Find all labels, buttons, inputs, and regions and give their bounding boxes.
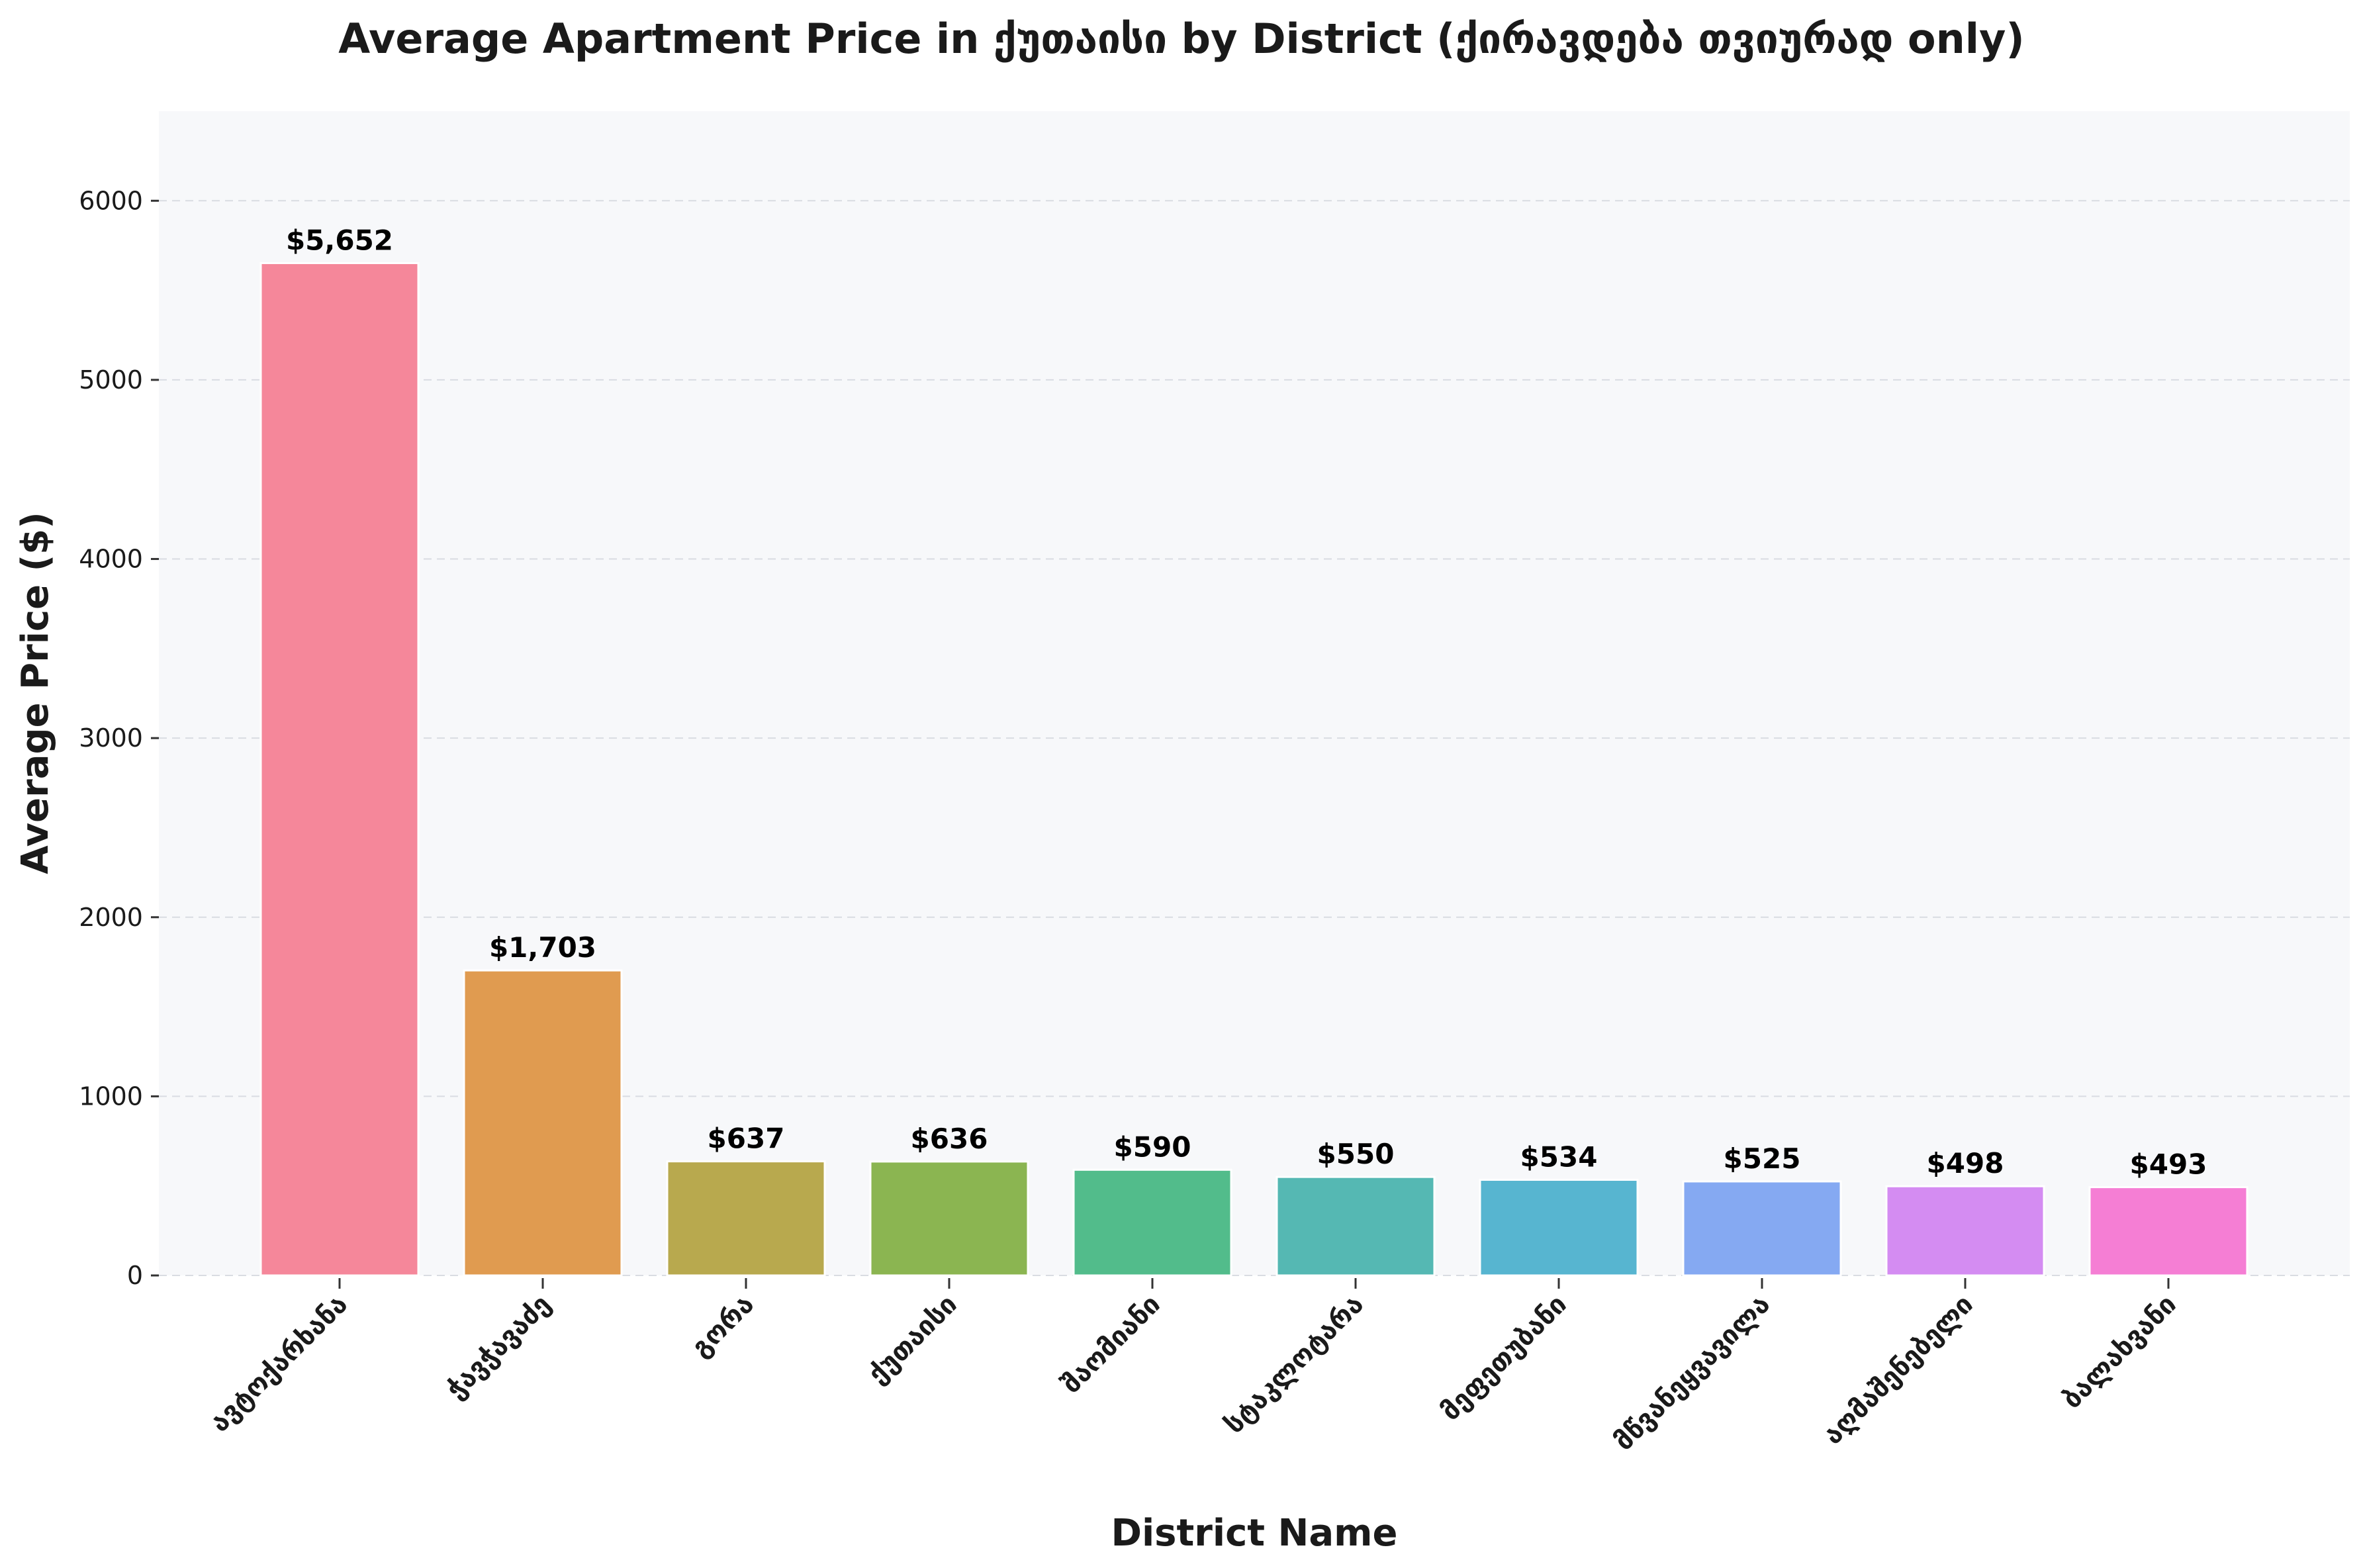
value-label: $498 [1927,1147,2004,1179]
y-tick-label: 5000 [79,365,143,394]
y-axis-label: Average Price ($) [14,512,57,874]
x-tick-label: შაომიანი [1056,1289,1167,1400]
value-label: $5,652 [286,224,393,256]
x-tick-label: აღმაშენებელი [1818,1289,1979,1451]
y-tick-label: 0 [127,1261,143,1290]
x-tick-label: ჭავჭავაძე [441,1289,557,1405]
y-tick-label: 6000 [79,186,143,215]
bar [463,969,623,1277]
y-axis: 0 1000 2000 3000 4000 5000 6000 [79,186,159,1290]
bar [1682,1180,1842,1277]
bar [2088,1186,2248,1277]
bar [1885,1185,2045,1277]
x-tick-label: ქუთაისი [862,1289,963,1390]
value-label: $550 [1317,1138,1395,1170]
chart-title: Average Apartment Price in ქუთაისი by Di… [338,15,2025,63]
value-label: $636 [911,1123,988,1155]
x-axis-label: District Name [1111,1512,1397,1555]
x-tick-label: გორა [686,1289,760,1363]
value-label: $525 [1724,1142,1801,1175]
x-tick-label: სტაკლოტარა [1219,1289,1369,1440]
x-tick-label: მეფეთუბანი [1435,1289,1573,1427]
y-tick-label: 3000 [79,723,143,753]
x-tick-label: მწვანეყვავილა [1608,1289,1776,1457]
bar [1072,1168,1232,1277]
y-tick-label: 4000 [79,545,143,574]
bar [666,1160,826,1277]
x-tick-label: ბალახვანი [2057,1289,2182,1415]
value-label: $534 [1520,1140,1598,1173]
bar [1479,1178,1639,1277]
x-axis: ავტოქარხანა ჭავჭავაძე გორა ქუთაისი შაომიანი ს… [205,1278,2182,1457]
bar [259,261,420,1277]
value-label: $493 [2130,1148,2207,1181]
bar [869,1160,1029,1277]
bar [1275,1176,1436,1277]
x-tick-label: ავტოქარხანა [205,1289,353,1438]
y-tick-label: 1000 [79,1082,143,1111]
value-label: $1,703 [489,931,596,964]
value-label: $637 [708,1123,785,1155]
value-label: $590 [1114,1130,1191,1163]
y-tick-label: 2000 [79,903,143,932]
bars: $5,652 $1,703 $637 $636 $590 $550 $534 $525 $498… [259,224,2248,1277]
